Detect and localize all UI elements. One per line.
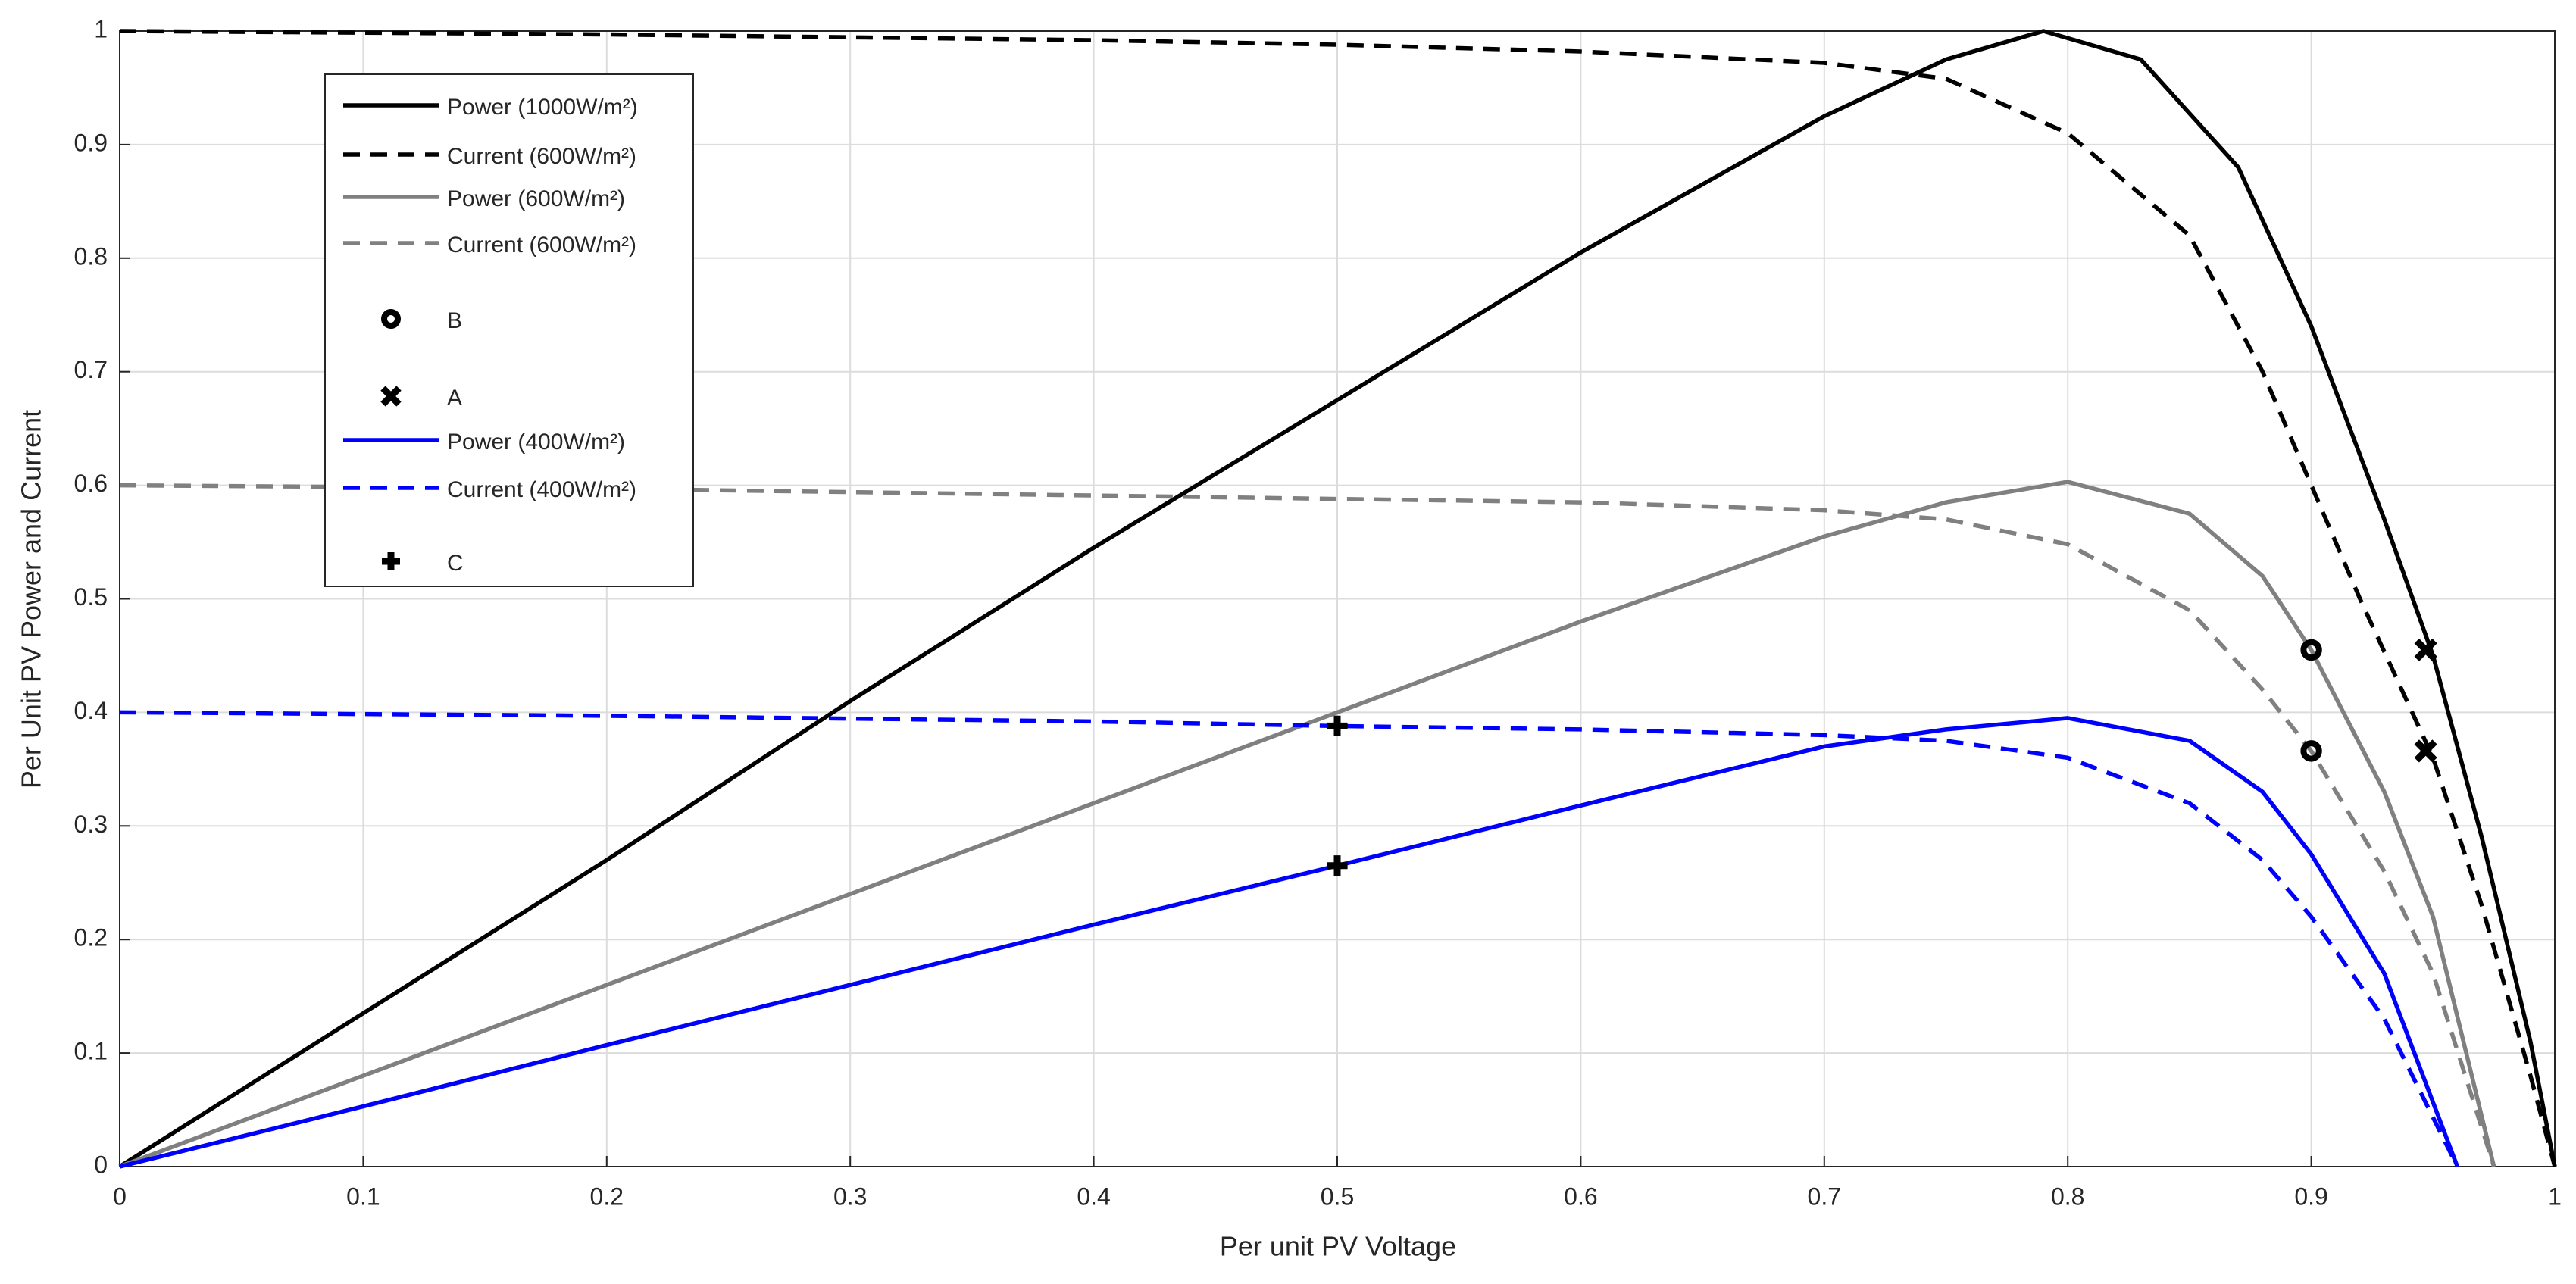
y-axis-title: Per Unit PV Power and Current xyxy=(16,410,47,789)
y-tick-label: 0.7 xyxy=(74,356,108,383)
x-tick-label: 0.8 xyxy=(2051,1182,2084,1210)
x-tick-label: 0.4 xyxy=(1077,1182,1110,1210)
x-tick-label: 0 xyxy=(113,1182,127,1210)
y-tick-label: 0.5 xyxy=(74,583,108,611)
y-tick-label: 0.2 xyxy=(74,924,108,951)
y-tick-label: 0.9 xyxy=(74,129,108,156)
marker-x xyxy=(380,386,402,407)
legend-label: Power (400W/m²) xyxy=(447,430,625,455)
legend-label: Current (600W/m²) xyxy=(447,144,636,169)
y-tick-label: 1 xyxy=(94,15,108,42)
x-tick-label: 0.2 xyxy=(590,1182,624,1210)
legend-label: Power (600W/m²) xyxy=(447,186,625,211)
marker-plus xyxy=(1327,715,1348,736)
marker-x xyxy=(2414,638,2437,662)
x-tick-label: 1 xyxy=(2548,1182,2562,1210)
legend: Power (1000W/m²) Current (600W/m²) Power (… xyxy=(324,73,694,587)
marker-x xyxy=(2414,739,2437,763)
y-tick-label: 0 xyxy=(94,1151,108,1178)
legend-label: Power (1000W/m²) xyxy=(447,95,638,120)
y-tick-label: 0.6 xyxy=(74,470,108,497)
y-tick-label: 0.1 xyxy=(74,1038,108,1065)
marker-circle xyxy=(2300,740,2322,762)
series-line xyxy=(119,710,2459,1168)
marker-circle xyxy=(2300,639,2322,661)
x-axis-title: Per unit PV Voltage xyxy=(1220,1231,1456,1262)
series-line xyxy=(119,716,2459,1169)
legend-label: Current (600W/m²) xyxy=(447,233,636,258)
x-tick-label: 0.1 xyxy=(346,1182,380,1210)
series-line xyxy=(118,29,2557,1169)
legend-label: Current (400W/m²) xyxy=(447,477,636,502)
legend-label: B xyxy=(447,308,462,333)
x-tick-label: 0.6 xyxy=(1564,1182,1597,1210)
legend-box xyxy=(324,73,694,587)
y-tick-label: 0.4 xyxy=(74,697,108,724)
x-tick-label: 0.9 xyxy=(2294,1182,2327,1210)
x-tick-label: 0.3 xyxy=(833,1182,867,1210)
legend-label: A xyxy=(447,386,462,411)
y-tick-label: 0.3 xyxy=(74,811,108,838)
marker-plus xyxy=(382,552,400,570)
legend-label: C xyxy=(447,551,464,576)
plot-frame xyxy=(119,30,2556,1167)
series-line xyxy=(119,480,2496,1169)
x-tick-label: 0.7 xyxy=(1808,1182,1841,1210)
series-line xyxy=(119,29,2557,1167)
series-line xyxy=(119,483,2496,1167)
marker-plus xyxy=(1327,855,1348,876)
marker-circle xyxy=(381,309,401,329)
x-tick-label: 0.5 xyxy=(1321,1182,1354,1210)
y-tick-label: 0.8 xyxy=(74,242,108,270)
